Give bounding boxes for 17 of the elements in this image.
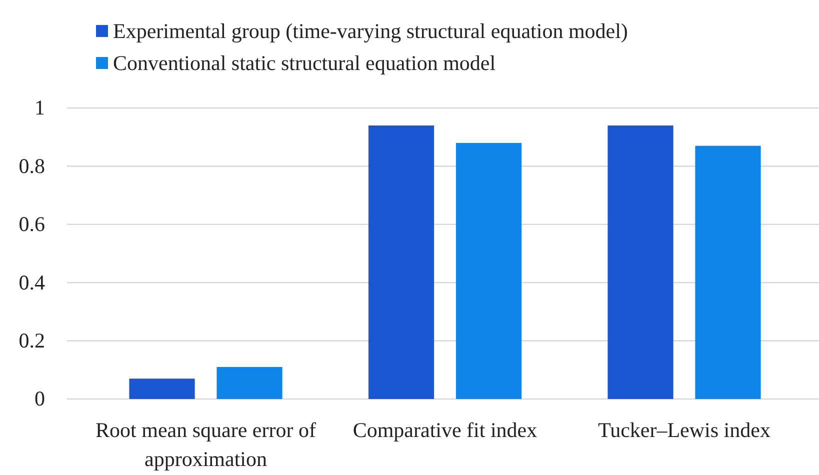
legend-label: Conventional static structural equation model [113, 51, 496, 75]
y-tick-label: 0.4 [18, 270, 46, 294]
y-tick-label: 0 [34, 386, 45, 411]
bar [368, 125, 434, 399]
bar [216, 366, 282, 399]
y-tick-label: 1 [34, 96, 45, 120]
y-tick-label: 0.8 [18, 154, 45, 178]
x-tick-label: Root mean square error of approximation [96, 418, 316, 471]
bar [695, 146, 761, 399]
x-tick-label: Comparative fit index [352, 418, 538, 442]
bar [456, 142, 522, 399]
y-tick-label: 0.6 [18, 212, 45, 236]
bar [608, 125, 674, 399]
y-tick-label: 0.2 [18, 328, 45, 353]
bar [129, 378, 195, 399]
x-tick-label: Tucker–Lewis index [598, 418, 771, 442]
legend-label: Experimental group (time-varying structural equation model) [113, 19, 628, 43]
